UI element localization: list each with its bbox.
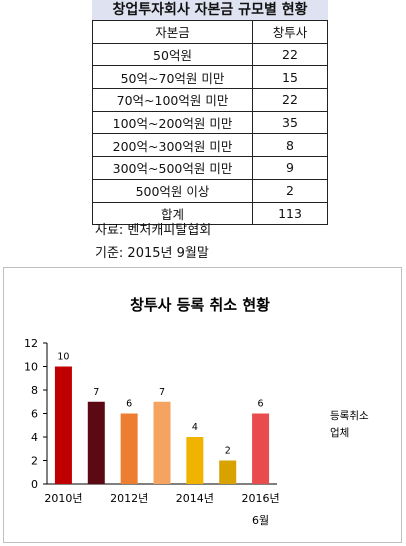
bar-value-label: 6 [258,399,264,410]
table-header-row: 자본금 창투사 [92,20,328,44]
chart-panel: 창투사 등록 취소 현황 0 2 4 6 8 10 12 2010년 2012년 2014년 201… [3,267,402,543]
x-tick-sublabel: 6월 [252,514,269,527]
count-cell: 2 [252,178,328,203]
capital-table: 자본금 창투사 50억원 22 50억~70억원 미만 15 70억~100억원 미만 22 1… [92,20,328,226]
y-tick-label: 10 [24,361,38,374]
bar [120,413,138,484]
bar-value-label: 4 [192,422,198,433]
capital-cell: 70억~100억원 미만 [92,88,253,112]
table-row: 300억~500억원 미만 9 [92,156,328,180]
y-tick-label: 6 [31,408,38,421]
capital-cell: 자본금 [92,20,253,44]
x-tick-label: 2010년 [44,492,82,505]
y-tick-label: 12 [24,337,38,350]
count-cell: 22 [252,88,328,112]
count-cell: 15 [252,65,328,90]
table-title: 창업투자회사 자본금 규모별 현황 [92,0,328,20]
source-note: 자료: 벤처캐피탈협회 [95,223,212,238]
bar [219,460,237,484]
capital-cell: 50억~70억원 미만 [92,65,253,90]
chart-title: 창투사 등록 취소 현황 [130,296,270,314]
x-tick-label: 2012년 [110,492,148,505]
legend-label: 업체 [330,426,349,439]
y-tick-label: 8 [31,384,38,397]
capital-cell: 100억~200억원 미만 [92,110,253,135]
count-cell: 22 [252,42,328,67]
y-tick-label: 2 [31,455,38,468]
count-cell: 8 [252,133,328,158]
count-cell: 113 [252,201,328,226]
count-cell: 창투사 [252,20,328,44]
x-tick-label: 2016년 [242,492,280,505]
table-row: 200억~300억원 미만 8 [92,133,328,158]
bar [54,366,72,484]
table-row: 50억~70억원 미만 15 [92,65,328,90]
capital-cell: 500억원 이상 [92,178,253,203]
capital-cell: 300억~500억원 미만 [92,156,253,180]
bar [252,413,270,484]
count-cell: 35 [252,110,328,135]
basis-note: 기준: 2015년 9월말 [95,246,209,261]
table-row: 500억원 이상 2 [92,178,328,203]
bar-value-label: 6 [126,399,132,410]
bar [87,401,105,484]
bar [186,437,204,484]
count-cell: 9 [252,156,328,180]
chart-axes: 0 2 4 6 8 10 12 2010년 2012년 2014년 2016년 6월 [24,337,280,527]
y-tick-label: 0 [31,478,38,491]
capital-cell: 200억~300억원 미만 [92,133,253,158]
bar-value-label: 10 [57,352,69,363]
table-row: 50억원 22 [92,42,328,67]
bar-value-label: 2 [225,446,231,457]
bar-chart: 창투사 등록 취소 현황 0 2 4 6 8 10 12 2010년 2012년 2014년 201… [24,296,369,527]
table-row: 100억~200억원 미만 35 [92,110,328,135]
y-tick-label: 4 [31,431,38,444]
capital-cell: 합계 [92,201,253,226]
bar [153,401,171,484]
x-tick-label: 2014년 [176,492,214,505]
bar-value-label: 7 [93,387,99,398]
table-row: 합계 113 [92,201,328,226]
bar-value-label: 7 [159,387,165,398]
table-row: 70억~100억원 미만 22 [92,88,328,112]
chart-bars: 10 7 6 7 4 2 6 [54,352,270,484]
legend-label: 등록취소 [330,410,369,422]
capital-cell: 50억원 [92,42,253,67]
